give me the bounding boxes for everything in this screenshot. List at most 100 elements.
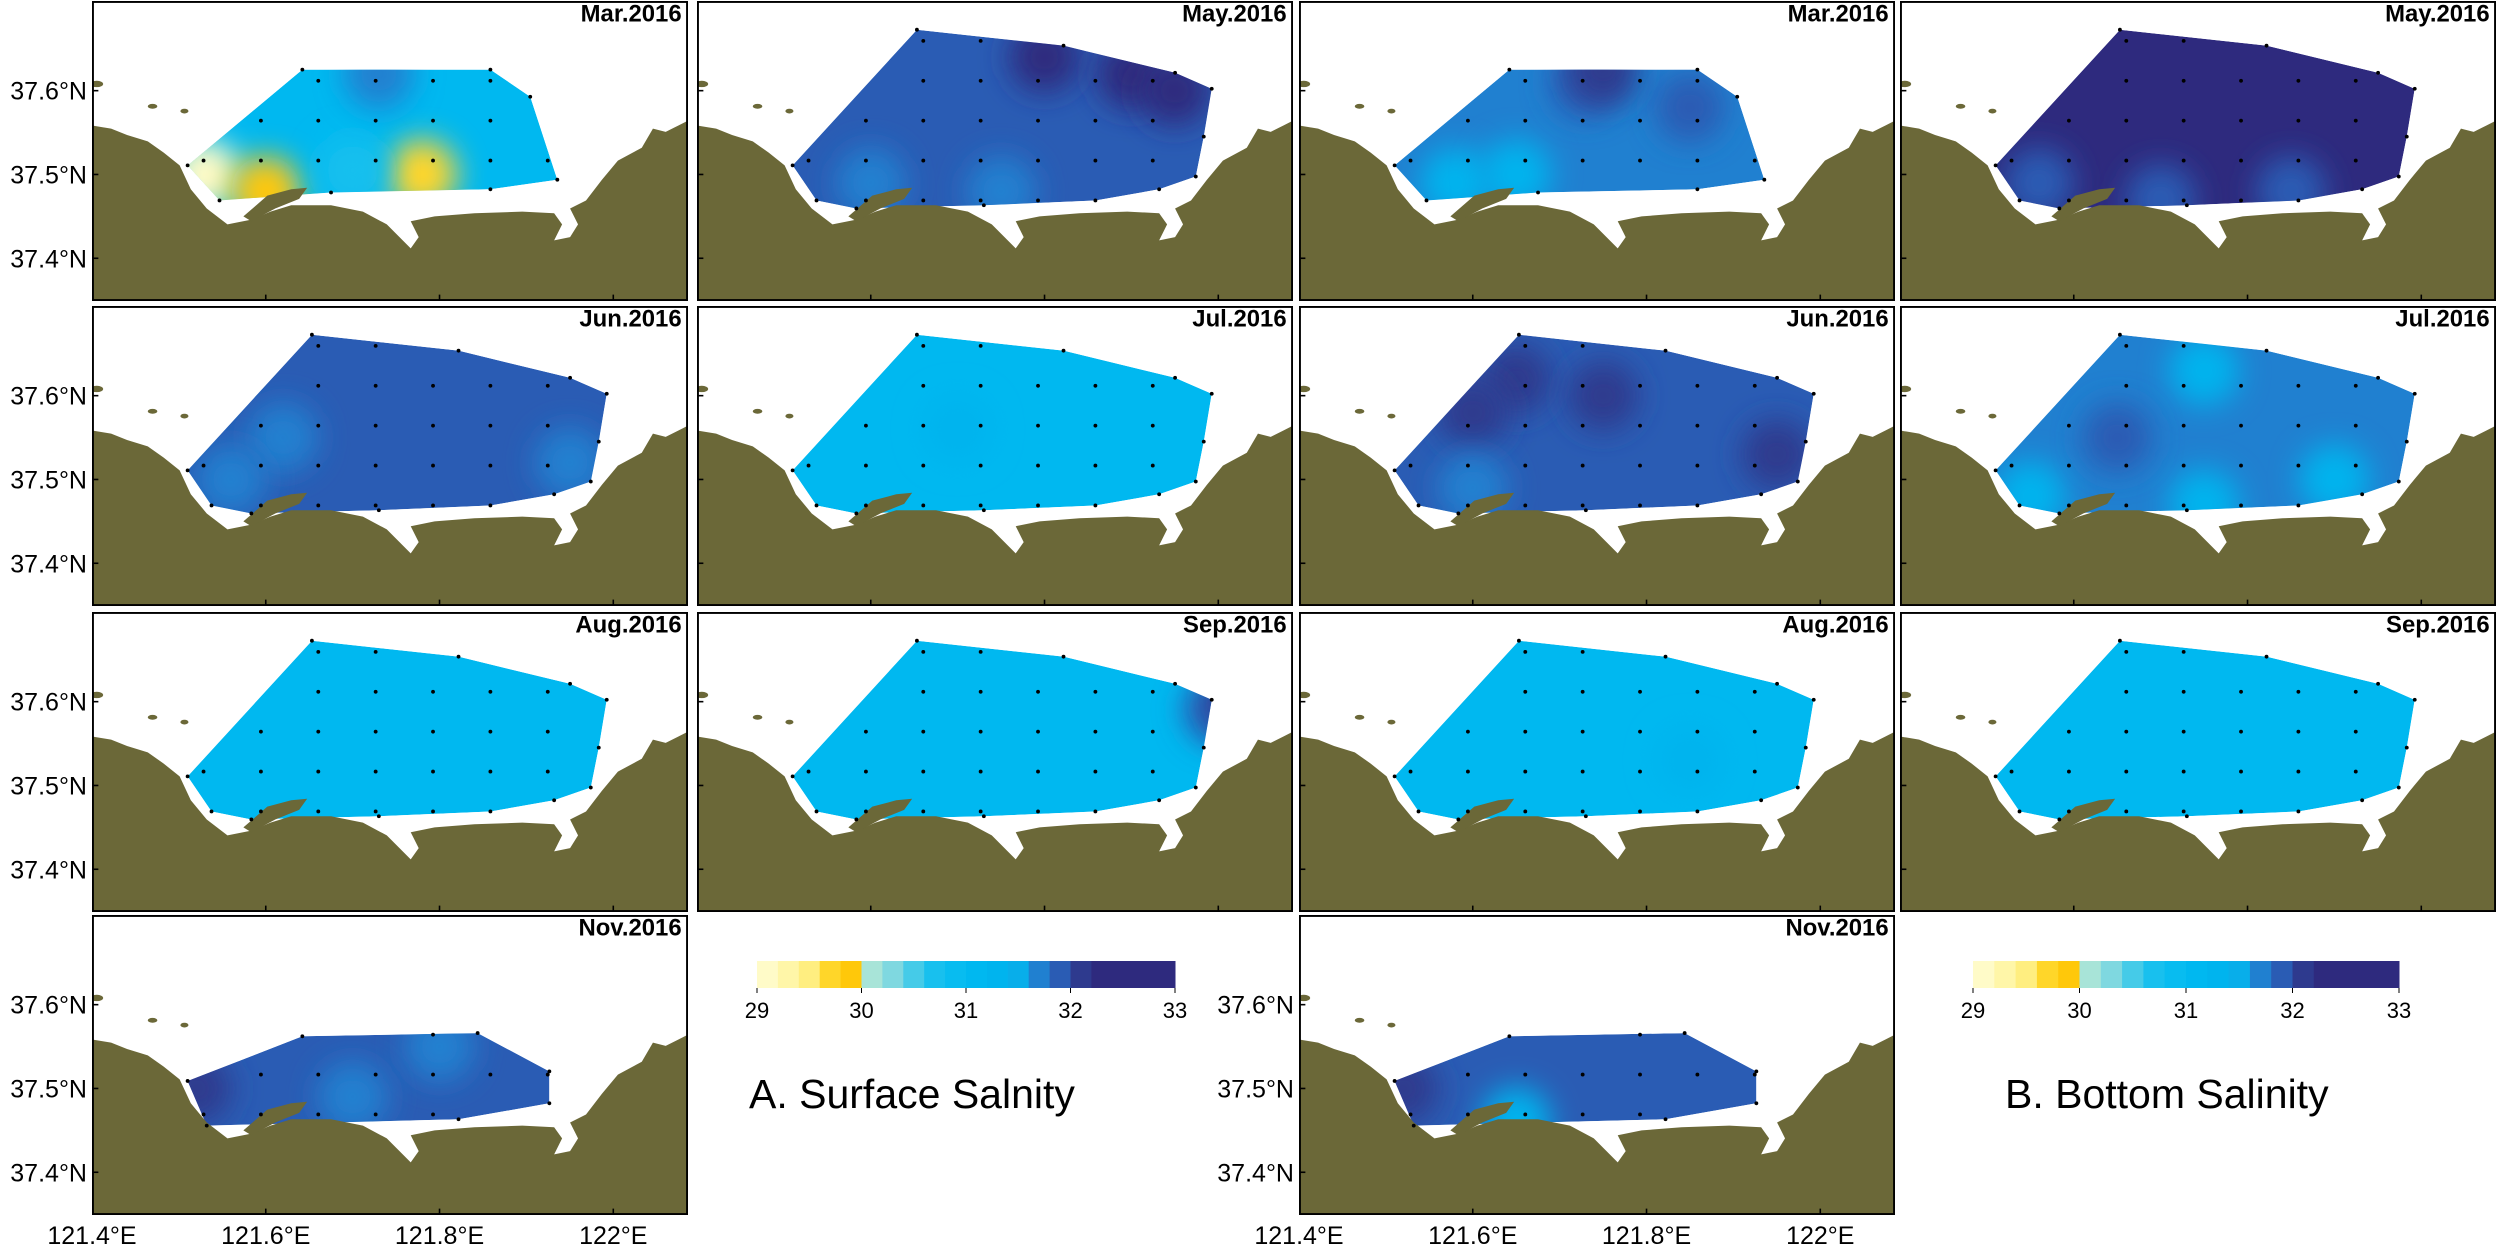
map-panel: Mar.2016 (92, 1, 688, 301)
station (864, 423, 868, 428)
station (2296, 158, 2301, 163)
colorbar-swatch (1994, 961, 2017, 988)
station (2239, 198, 2243, 203)
land (697, 425, 1293, 606)
station (864, 729, 868, 734)
station (259, 158, 263, 163)
station (1695, 1072, 1700, 1077)
station (978, 423, 983, 428)
station (1456, 817, 1461, 822)
island (147, 714, 158, 720)
station (2009, 463, 2014, 468)
station (2239, 423, 2243, 428)
station (2353, 118, 2358, 123)
station (1993, 163, 1998, 168)
station (1523, 343, 1528, 348)
station (2396, 479, 2401, 484)
station (604, 391, 609, 396)
station (545, 769, 550, 774)
station (475, 1031, 480, 1035)
station (2057, 206, 2062, 211)
station (488, 463, 493, 468)
station (1036, 158, 1040, 163)
station (1580, 118, 1585, 123)
colorbar-swatch (2122, 961, 2144, 988)
island (1387, 1022, 1396, 1028)
colorbar-swatch (840, 961, 862, 988)
peninsula (2051, 492, 2116, 527)
station (373, 118, 378, 123)
panel-title: Aug.2016 (575, 612, 681, 639)
map-panel: Nov.2016 (1299, 915, 1895, 1215)
station (981, 508, 986, 513)
salinity-field (1995, 29, 2415, 209)
station (1695, 423, 1700, 428)
station (2124, 729, 2129, 734)
station (1173, 375, 1177, 380)
station (1536, 190, 1540, 195)
land (1299, 120, 1895, 301)
station (1752, 158, 1757, 163)
station (259, 118, 263, 123)
station (259, 769, 263, 774)
station (1682, 1031, 1687, 1035)
station (185, 1079, 190, 1083)
station (431, 1032, 435, 1037)
colorbar-swatch (2356, 961, 2379, 988)
colorbar-label: 31 (954, 998, 978, 1023)
station (431, 769, 435, 774)
panel-frame (1900, 1, 2496, 301)
station (806, 769, 811, 774)
island (92, 385, 104, 393)
peninsula (848, 187, 913, 222)
station (259, 1072, 263, 1077)
station (790, 774, 795, 779)
station (2184, 508, 2189, 513)
panel-title: Jul.2016 (1192, 306, 1286, 333)
station (545, 423, 550, 428)
station (2239, 809, 2243, 814)
station (2353, 158, 2358, 163)
station (2124, 383, 2129, 388)
salinity-area (187, 640, 607, 820)
station (1093, 689, 1098, 694)
panel-frame (697, 1, 1293, 301)
station (1411, 1123, 1416, 1128)
station (1093, 769, 1098, 774)
station (545, 729, 550, 734)
island (1988, 719, 1997, 725)
lat-label: 37.6°N (10, 992, 87, 1020)
island (1299, 80, 1311, 88)
map-panel: Aug.2016 (92, 612, 688, 912)
salinity-field (187, 640, 607, 820)
station (316, 1072, 321, 1077)
station (1061, 348, 1066, 353)
station (978, 343, 983, 348)
panel-frame (92, 306, 688, 606)
station (2239, 463, 2243, 468)
station (2376, 70, 2380, 75)
station (2296, 689, 2301, 694)
station (1762, 177, 1767, 182)
station (1408, 463, 1413, 468)
station (259, 503, 263, 508)
station (431, 1072, 435, 1077)
station (864, 769, 868, 774)
panel-title: May.2016 (2385, 1, 2489, 28)
station (316, 1112, 321, 1117)
lat-label: 37.4°N (10, 245, 87, 273)
station (1803, 745, 1808, 750)
panel-frame (1299, 915, 1895, 1215)
land (697, 120, 1293, 301)
station (978, 78, 983, 83)
station (1157, 798, 1162, 803)
station (2376, 681, 2380, 686)
station (568, 375, 572, 380)
panel-title: Aug.2016 (1782, 612, 1888, 639)
station (1754, 1101, 1759, 1106)
station (431, 158, 435, 163)
station (2239, 503, 2243, 508)
station (2124, 769, 2129, 774)
station (1150, 78, 1155, 83)
station (1150, 769, 1155, 774)
